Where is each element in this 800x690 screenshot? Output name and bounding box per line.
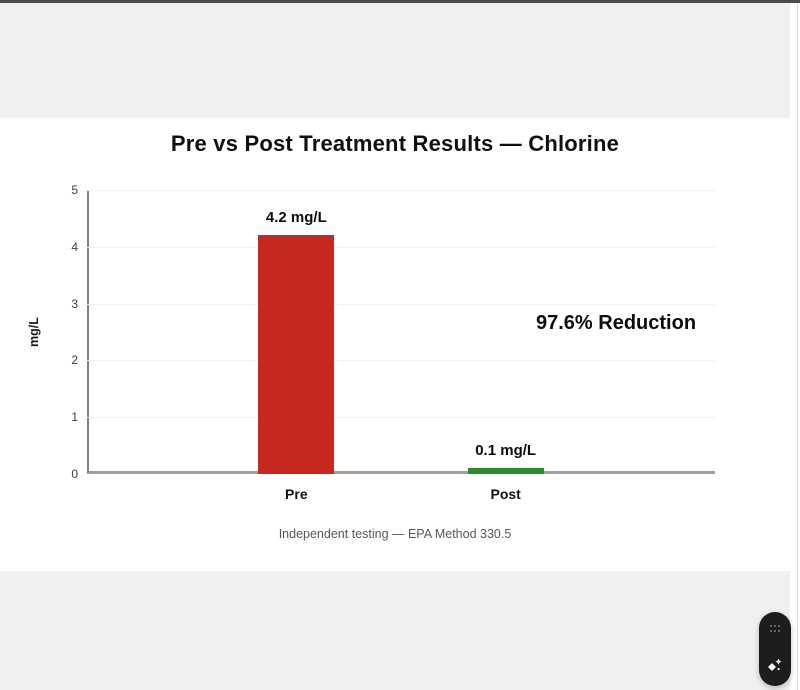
bar-value-label: 0.1 mg/L bbox=[475, 442, 537, 460]
gridline bbox=[87, 360, 715, 362]
y-axis-label: mg/L bbox=[27, 317, 41, 347]
y-tick-label: 3 bbox=[71, 296, 78, 311]
header-panel bbox=[0, 3, 790, 118]
ai-sparkle-icon[interactable] bbox=[767, 657, 783, 673]
x-category-label: Pre bbox=[285, 486, 308, 502]
y-tick-label: 1 bbox=[71, 410, 78, 425]
bar-post[interactable] bbox=[467, 468, 544, 474]
plot-area bbox=[87, 190, 715, 474]
floating-widget[interactable] bbox=[759, 612, 791, 686]
bar-chart: Pre vs Post Treatment Results — Chlorine… bbox=[0, 118, 790, 571]
y-tick-label: 0 bbox=[71, 467, 78, 481]
chart-title: Pre vs Post Treatment Results — Chlorine bbox=[170, 131, 620, 156]
y-tick-label: 5 bbox=[71, 183, 78, 197]
chart-caption: Independent testing — EPA Method 330.5 bbox=[278, 527, 512, 541]
y-tick-label: 4 bbox=[71, 239, 78, 254]
gridline bbox=[87, 417, 715, 419]
scrollbar-track[interactable] bbox=[797, 3, 798, 690]
window-top-edge bbox=[0, 0, 800, 3]
x-category-label: Post bbox=[490, 486, 521, 502]
gridline bbox=[87, 190, 715, 191]
y-tick-label: 2 bbox=[71, 353, 78, 368]
reduction-annotation: 97.6% Reduction bbox=[536, 312, 697, 334]
footer-panel bbox=[0, 571, 790, 690]
bar-pre[interactable] bbox=[258, 235, 335, 474]
bar-value-label: 4.2 mg/L bbox=[265, 209, 327, 227]
gridline bbox=[87, 303, 715, 305]
gridline bbox=[87, 246, 715, 248]
drag-handle-dots-icon[interactable] bbox=[770, 625, 780, 632]
